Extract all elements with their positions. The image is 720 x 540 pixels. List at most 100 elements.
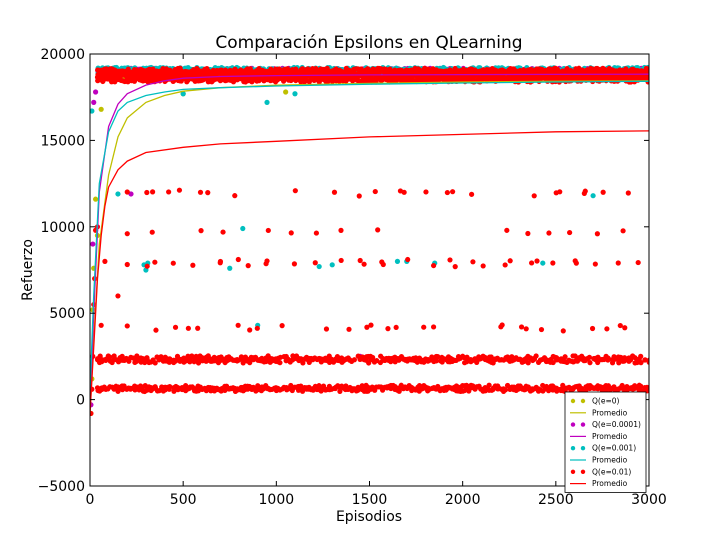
point-series-6 (607, 387, 613, 393)
point-series-6 (144, 189, 150, 196)
point-series-6 (90, 410, 94, 417)
point-series-6 (594, 231, 600, 237)
average-line-7 (90, 130, 649, 414)
point-series-6 (456, 356, 462, 362)
x-tick-label: 2500 (538, 492, 574, 508)
point-series-6 (628, 357, 634, 363)
point-series-6 (234, 387, 240, 393)
point-series-6 (115, 293, 121, 299)
point-series-6 (545, 388, 552, 394)
point-series-6 (553, 190, 559, 196)
x-axis-label: Episodios (336, 509, 402, 525)
point-series-6 (604, 326, 610, 332)
point-series-6 (377, 359, 384, 366)
point-series-6 (137, 384, 144, 390)
average-line-3 (90, 73, 649, 405)
point-series-6 (642, 357, 648, 363)
point-series-6 (176, 187, 183, 193)
legend-marker (570, 469, 576, 474)
point-series-6 (401, 189, 407, 195)
point-series-6 (361, 261, 367, 267)
point-series-6 (415, 384, 421, 390)
point-series-4 (90, 108, 95, 114)
point-series-6 (197, 189, 204, 195)
point-series-6 (313, 230, 319, 236)
point-series-6 (263, 261, 269, 267)
point-series-6 (265, 227, 271, 234)
point-series-6 (368, 322, 374, 328)
point-series-6 (333, 384, 339, 390)
point-series-4 (329, 262, 335, 268)
point-series-4 (227, 265, 233, 271)
point-series-6 (111, 356, 117, 362)
point-series-6 (611, 356, 617, 363)
point-series-6 (486, 382, 492, 388)
point-series-6 (247, 327, 253, 333)
point-series-6 (502, 387, 509, 393)
y-tick-label: 0 (76, 393, 85, 409)
point-series-6 (152, 259, 158, 265)
point-series-6 (366, 360, 372, 366)
point-series-6 (430, 324, 437, 330)
point-series-4 (590, 193, 596, 199)
point-series-2 (90, 241, 96, 247)
x-tick-label: 1500 (352, 492, 388, 508)
point-series-6 (537, 357, 544, 363)
legend-entry: Q(e=0.01) (570, 467, 631, 476)
point-series-6 (134, 353, 140, 359)
point-series-6 (571, 385, 577, 391)
point-series-6 (351, 357, 357, 363)
point-series-6 (550, 260, 556, 266)
series-points-6 (90, 65, 649, 417)
point-series-6 (531, 356, 537, 362)
point-series-6 (279, 323, 285, 329)
point-series-6 (538, 326, 545, 333)
point-series-4 (394, 258, 401, 264)
point-series-6 (98, 322, 104, 328)
point-series-6 (149, 229, 155, 235)
point-series-6 (346, 326, 352, 332)
x-tick-label: 0 (86, 492, 95, 508)
point-series-6 (126, 358, 132, 364)
point-series-6 (152, 360, 158, 366)
point-series-6 (645, 68, 649, 74)
legend-label: Q(e=0.0001) (592, 420, 641, 429)
legend-marker (570, 446, 576, 451)
point-series-4 (264, 99, 270, 105)
point-series-6 (529, 387, 535, 393)
y-tick-label: 5000 (49, 306, 85, 322)
point-series-6 (247, 360, 253, 366)
legend-label: Q(e=0.001) (592, 444, 636, 453)
y-tick-label: −5000 (38, 479, 85, 495)
point-series-6 (562, 354, 568, 360)
point-series-6 (504, 227, 510, 233)
point-series-6 (472, 386, 478, 392)
legend-label: Promedio (592, 408, 628, 417)
series-points-4 (90, 64, 649, 328)
point-series-4 (240, 225, 246, 232)
point-series-6 (170, 260, 176, 266)
point-series-6 (635, 259, 641, 266)
point-series-6 (587, 360, 593, 366)
point-series-6 (248, 384, 254, 391)
point-series-6 (638, 353, 644, 360)
point-series-6 (531, 193, 537, 199)
point-series-6 (525, 230, 531, 237)
x-tick-label: 2000 (445, 492, 481, 508)
legend-marker (580, 469, 586, 474)
point-series-6 (620, 228, 626, 234)
legend-marker (570, 398, 576, 404)
point-series-6 (433, 358, 439, 364)
y-tick-label: 15000 (40, 133, 85, 149)
point-series-6 (171, 388, 177, 394)
legend-box (564, 391, 647, 493)
point-series-6 (435, 354, 441, 360)
point-series-6 (502, 262, 508, 268)
point-series-6 (380, 387, 386, 393)
point-series-6 (372, 188, 378, 195)
point-series-6 (172, 324, 179, 330)
point-series-6 (421, 324, 427, 330)
point-series-6 (288, 230, 294, 236)
point-series-6 (373, 384, 379, 390)
